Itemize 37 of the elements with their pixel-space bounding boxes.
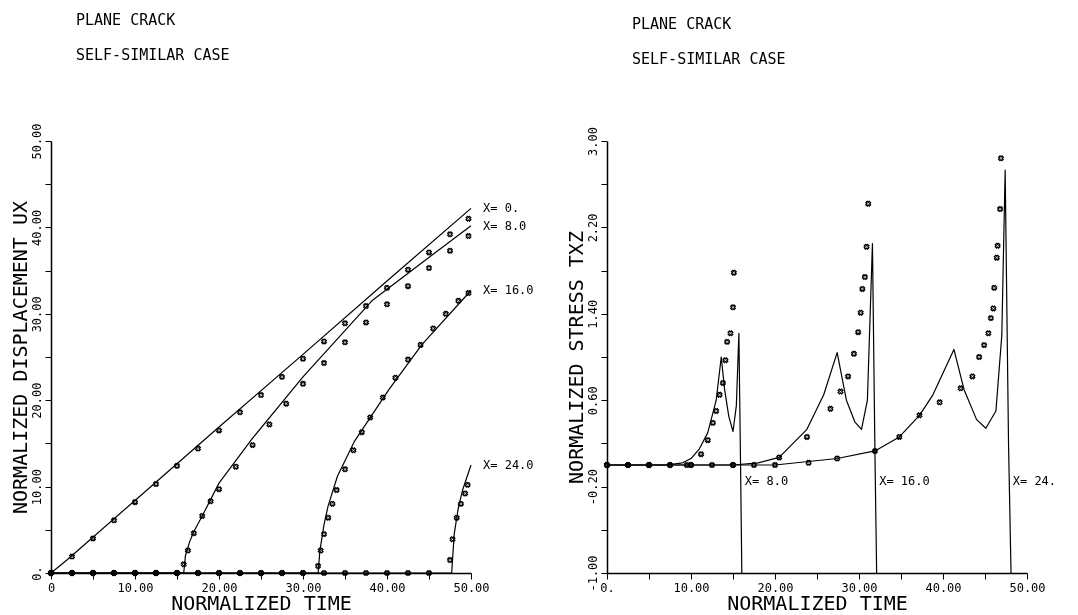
x-tick-label: 0. bbox=[600, 580, 615, 595]
y-tick-label: 1.40 bbox=[585, 299, 600, 329]
y-tick-label: 2.20 bbox=[585, 213, 600, 243]
y-tick-label: 0. bbox=[29, 566, 44, 581]
x-tick-label: 30.00 bbox=[841, 580, 878, 595]
y-tick-label: 20.00 bbox=[29, 382, 44, 419]
y-axis-title: NORMALIZED DISPLACEMENT UX bbox=[7, 200, 32, 515]
y-tick-label: 40.00 bbox=[29, 209, 44, 246]
x-tick-label: 40.00 bbox=[925, 580, 962, 595]
series-label: X= 8.0 bbox=[483, 218, 527, 233]
chart-title: PLANE CRACK bbox=[632, 14, 732, 33]
annotation: X= 8.0 bbox=[744, 474, 789, 489]
series-label: X= 24.0 bbox=[483, 458, 534, 472]
y-tick-label: -1.00 bbox=[585, 555, 600, 592]
chart-subtitle: SELF-SIMILAR CASE bbox=[632, 49, 786, 68]
y-axis-title: NORMALIZED STRESS TXZ bbox=[563, 231, 588, 484]
series-label: X= 16.0 bbox=[483, 283, 534, 298]
x-tick-label: 10.00 bbox=[117, 580, 154, 595]
y-tick-label: -0.20 bbox=[585, 469, 600, 506]
x-tick-label: 20.00 bbox=[201, 580, 238, 595]
annotation: X= 16.0 bbox=[879, 474, 930, 489]
x-tick-label: 20.00 bbox=[757, 580, 794, 595]
x-tick-label: 40.00 bbox=[369, 580, 406, 595]
x-tick-label: 30.00 bbox=[285, 580, 322, 595]
annotation: X= 24. bbox=[1012, 474, 1057, 489]
chart-title: PLANE CRACK bbox=[76, 10, 176, 29]
series-label: X= 0. bbox=[483, 201, 520, 216]
y-tick-label: 10.00 bbox=[29, 469, 44, 506]
chart-subtitle: SELF-SIMILAR CASE bbox=[76, 45, 230, 64]
y-tick-label: 50.00 bbox=[29, 123, 44, 160]
x-tick-label: 50.00 bbox=[453, 580, 490, 595]
y-tick-label: 3.00 bbox=[585, 127, 600, 156]
y-tick-label: 30.00 bbox=[29, 296, 44, 333]
x-tick-label: 10.00 bbox=[673, 580, 710, 595]
y-tick-label: 0.60 bbox=[585, 386, 600, 416]
x-tick-label: 0 bbox=[47, 580, 56, 595]
x-tick-label: 50.00 bbox=[1009, 580, 1046, 595]
